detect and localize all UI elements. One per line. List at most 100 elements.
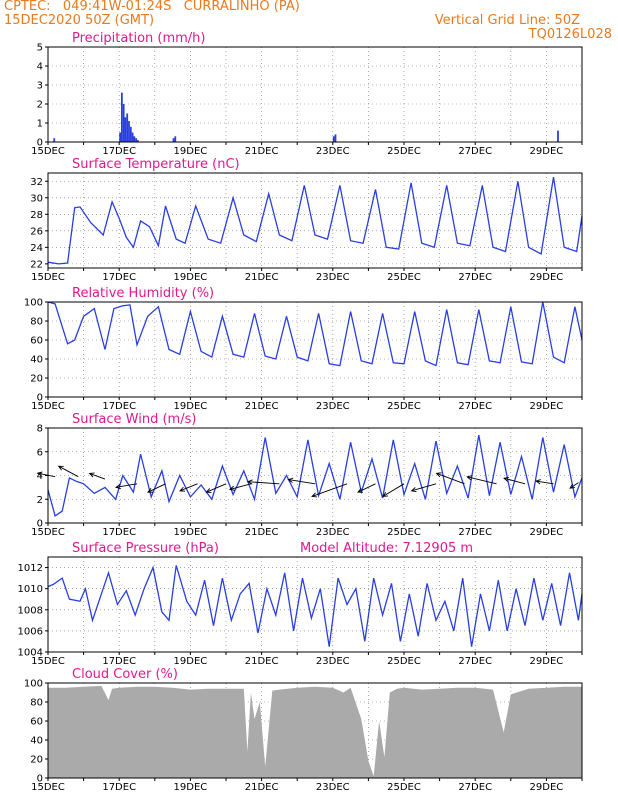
precip-bar [174,136,177,142]
panel-title: Cloud Cover (%) [72,667,178,682]
y-tick-label: 3 [37,81,43,92]
wind-arrow [179,483,198,492]
y-tick-label: 20 [30,374,43,385]
series-line [47,565,583,647]
panel-temp: Surface Temperature (nC) 22 24 26 28 30 32 15DE… [30,157,583,283]
y-tick-label: 28 [30,210,43,221]
x-tick-label: 21DEC [245,401,279,412]
y-tick-label: 1004 [18,648,43,659]
y-tick-label: 60 [30,336,43,347]
panel-title: Relative Humidity (%) [72,286,214,301]
wind-arrowhead [569,483,576,489]
wind-arrow [58,465,79,478]
cloud-area [48,685,582,778]
wind-arrow [382,483,405,497]
y-tick-label: 20 [30,755,43,766]
x-tick-label: 25DEC [387,272,421,283]
x-tick-label: 21DEC [245,782,279,793]
wind-arrow [206,483,227,493]
wind-arrow [247,481,280,485]
wind-arrowhead [147,488,153,493]
x-tick-label: 21DEC [245,656,279,667]
header-grid-line: Vertical Grid Line: 50Z [434,13,580,28]
wind-arrow [229,483,252,490]
y-tick-label: 1012 [18,563,43,574]
y-tick-label: 60 [30,717,43,728]
wind-arrow [436,472,465,485]
y-tick-label: 1008 [18,605,43,616]
x-tick-label: 29DEC [530,782,564,793]
y-tick-label: 0 [37,774,43,785]
precip-bar [332,136,335,142]
precip-bar [334,134,337,142]
panel-precip: Precipitation (mm/h) 0 1 2 3 4 5 15DEC 17DEC 19DE… [31,31,583,157]
x-tick-label: 19DEC [174,527,208,538]
y-tick-label: 24 [30,243,43,254]
wind-arrowhead [410,487,417,493]
x-tick-label: 15DEC [31,146,65,157]
x-tick-label: 25DEC [387,401,421,412]
y-tick-label: 80 [30,317,43,328]
x-tick-label: 25DEC [387,527,421,538]
precip-bar [137,140,139,142]
precip-bar [129,126,132,142]
header-model: TQ0126L028 [528,27,612,42]
precip-bar [133,136,136,142]
x-tick-label: 23DEC [316,782,350,793]
x-tick-label: 27DEC [458,782,492,793]
x-tick-label: 15DEC [31,656,65,667]
panel-wind: Surface Wind (m/s) 0 2 4 6 8 15DEC 17DEC 19DEC 21… [31,412,583,538]
wind-arrow [37,472,56,478]
x-tick-label: 21DEC [245,146,279,157]
y-tick-label: 8 [37,424,43,435]
y-tick-label: 80 [30,698,43,709]
wind-arrowhead [205,488,212,493]
x-tick-label: 17DEC [102,527,136,538]
wind-arrow [357,483,376,493]
wind-arrowhead [382,491,389,497]
x-tick-label: 23DEC [316,401,350,412]
x-tick-label: 25DEC [387,656,421,667]
panel-title: Precipitation (mm/h) [72,31,205,46]
wind-arrow [147,483,166,493]
wind-arrowhead [311,492,318,498]
x-tick-label: 29DEC [530,272,564,283]
precip-bar [126,113,129,142]
y-tick-label: 4 [37,62,43,73]
precip-bar [119,132,121,142]
x-tick-label: 27DEC [458,656,492,667]
precip-bar [131,132,134,142]
precip-bar [122,104,125,142]
x-tick-label: 23DEC [316,527,350,538]
x-tick-label: 19DEC [174,656,208,667]
y-tick-label: 2 [37,495,43,506]
x-tick-label: 15DEC [31,527,65,538]
x-tick-label: 21DEC [245,527,279,538]
precip-bar [557,130,559,142]
x-tick-label: 17DEC [102,272,136,283]
wind-arrowhead [114,484,121,490]
precip-bar [53,138,56,142]
y-tick-label: 32 [30,177,43,188]
wind-arrowhead [287,477,294,483]
wind-arrow [89,473,106,480]
wind-arrowhead [466,475,473,481]
y-tick-label: 1 [37,119,43,130]
y-tick-label: 0 [37,519,43,530]
y-tick-label: 100 [24,679,43,690]
x-tick-label: 23DEC [316,146,350,157]
y-tick-label: 26 [30,226,43,237]
y-tick-label: 100 [24,298,43,309]
header-date: 15DEC2020 50Z (GMT) [4,13,155,28]
panel-frame [47,46,583,143]
y-tick-label: 0 [37,138,43,149]
x-tick-label: 25DEC [387,146,421,157]
x-tick-label: 29DEC [530,656,564,667]
y-tick-label: 5 [37,43,43,54]
y-tick-label: 40 [30,355,43,366]
y-tick-label: 30 [30,193,43,204]
panel-frame [47,301,583,398]
panel-title: Surface Wind (m/s) [72,412,196,427]
y-tick-label: 0 [37,393,43,404]
panel-frame [47,682,583,779]
